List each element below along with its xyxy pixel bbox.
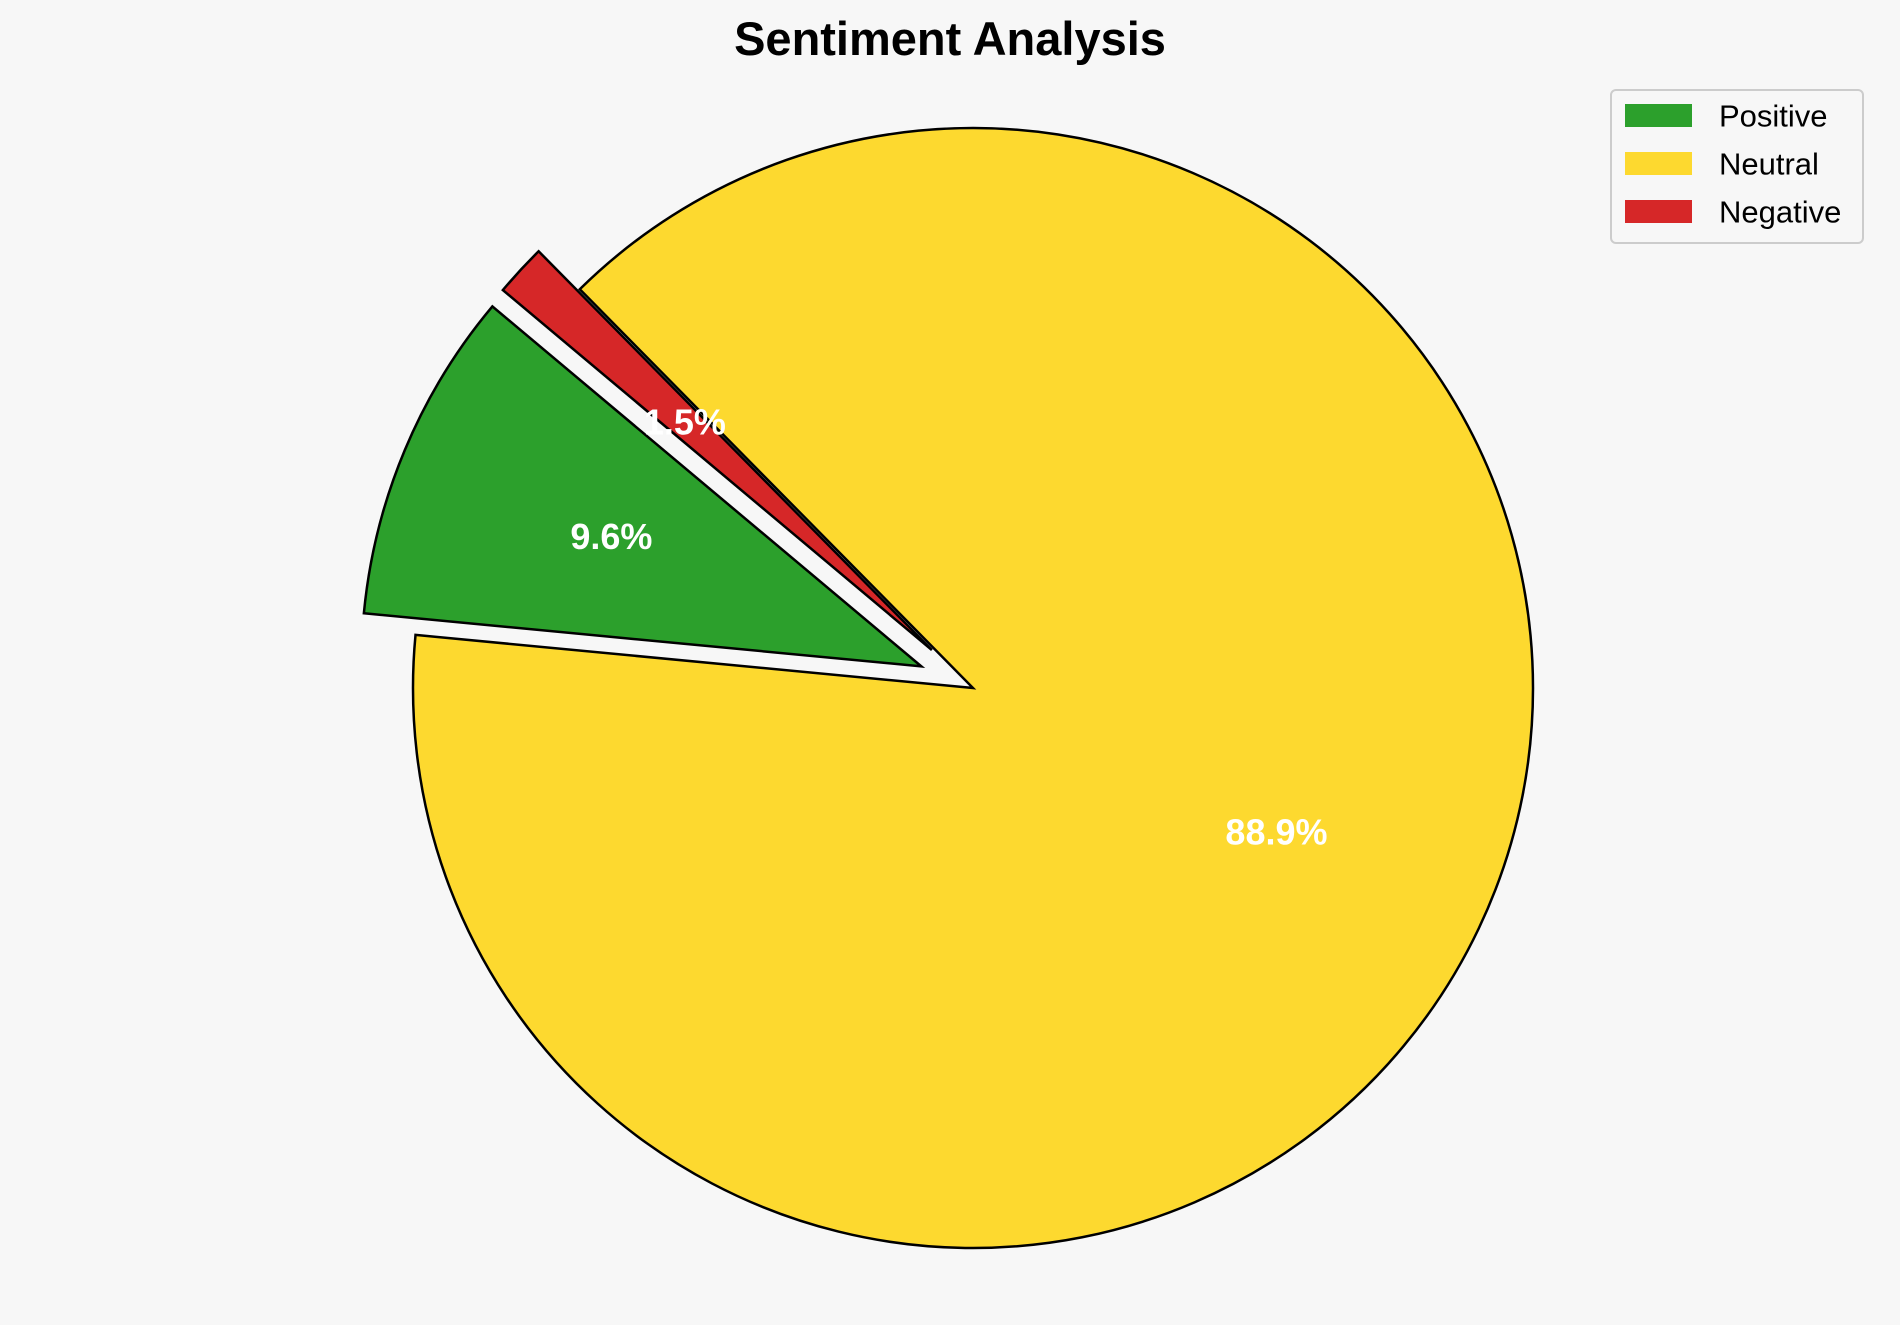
- legend-swatch-positive: [1625, 104, 1692, 127]
- pie-slices: [362, 126, 1535, 1250]
- pie-labels: 9.6% 88.9% 1.5%: [570, 402, 1327, 853]
- pie-label-neutral: 88.9%: [1225, 812, 1327, 853]
- legend-label-positive: Positive: [1719, 99, 1828, 134]
- legend-entries: Positive Neutral Negative: [1625, 99, 1841, 230]
- pie-slice-neutral: [411, 126, 1535, 1250]
- pie-slice-negative: [501, 249, 933, 651]
- legend-label-negative: Negative: [1719, 195, 1841, 230]
- chart-title: Sentiment Analysis: [734, 12, 1166, 65]
- pie-label-negative: 1.5%: [644, 402, 726, 443]
- pie-slice-positive: [362, 304, 926, 668]
- legend-label-neutral: Neutral: [1719, 147, 1819, 182]
- pie-label-positive: 9.6%: [570, 516, 652, 557]
- legend-swatch-neutral: [1625, 152, 1692, 175]
- legend-swatch-negative: [1625, 200, 1692, 223]
- legend: Positive Neutral Negative: [1610, 89, 1864, 244]
